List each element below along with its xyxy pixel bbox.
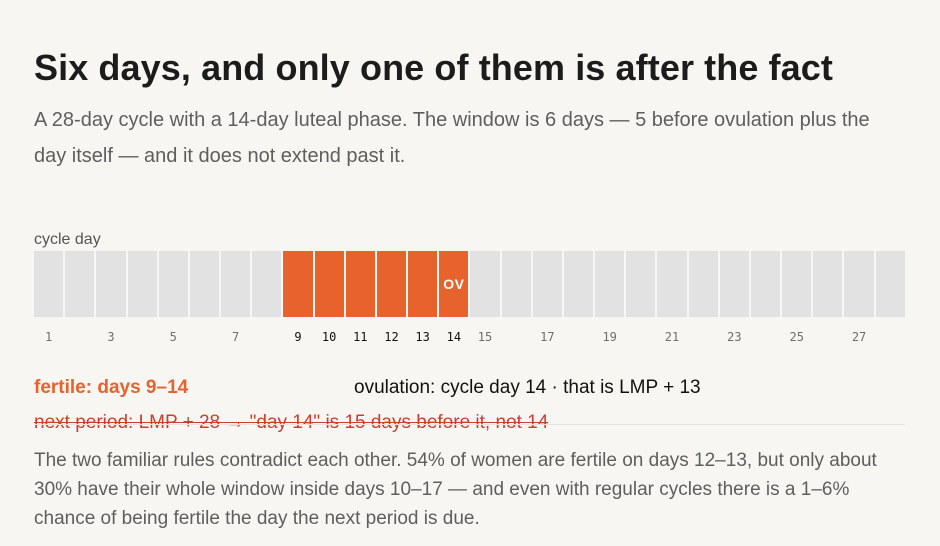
- fertile-day-cell: [345, 251, 375, 317]
- day-tick-label: 12: [384, 330, 399, 344]
- day-tick-label: [626, 330, 655, 348]
- day-tick-label: 23: [727, 330, 742, 344]
- day-cell: [501, 251, 531, 317]
- day-tick-label: [190, 330, 219, 348]
- day-cell: [189, 251, 220, 317]
- day-tick-label: 7: [232, 330, 240, 344]
- cycle-day-strip: OV: [34, 251, 905, 317]
- day-cell: [813, 251, 843, 317]
- day-cell: [626, 251, 656, 317]
- day-cell: [470, 251, 500, 317]
- day-tick-label: [876, 330, 905, 348]
- day-cell: [875, 251, 905, 317]
- day-cell: [782, 251, 812, 317]
- struck-rule-text: next period: LMP + 28 → "day 14" is 15 d…: [34, 412, 549, 433]
- day-tick-label: 10: [321, 330, 337, 344]
- day-tick-label: 13: [415, 330, 430, 344]
- fertile-window-label: fertile: days 9–14: [34, 377, 189, 398]
- day-cell: [158, 251, 188, 317]
- fertile-day-cell: [314, 251, 344, 317]
- day-tick-label: [751, 330, 780, 348]
- day-tick-label: 25: [789, 330, 804, 344]
- day-tick-label: 21: [664, 330, 680, 344]
- fertile-day-cell: OV: [439, 251, 469, 317]
- day-cell: [252, 251, 282, 317]
- fertile-day-cell: [283, 251, 313, 317]
- day-cell: [750, 251, 781, 317]
- day-cell: [127, 251, 157, 317]
- day-tick-label: 1: [44, 330, 53, 344]
- day-tick-label: 5: [169, 330, 177, 344]
- day-tick-label: 19: [602, 330, 617, 344]
- day-tick-label: [564, 330, 593, 348]
- cycle-day-ticks: 1 3 5 7 9 10 11 12 13 14 15 17 19 21 23 25 27: [34, 330, 905, 348]
- page-title: Six days, and only one of them is after …: [34, 47, 833, 88]
- day-tick-label: [252, 330, 281, 348]
- day-tick-label: 9: [294, 330, 302, 344]
- day-cell: [657, 251, 687, 317]
- day-cell: [34, 251, 64, 317]
- axis-label: cycle day: [34, 231, 101, 248]
- day-tick-label: 27: [851, 330, 867, 344]
- day-tick-label: 14: [446, 330, 462, 344]
- day-cell: [595, 251, 625, 317]
- divider: [34, 424, 905, 425]
- day-cell: [563, 251, 594, 317]
- explanatory-note: The two familiar rules contradict each o…: [34, 450, 877, 529]
- day-cell: [221, 251, 251, 317]
- day-tick-label: 3: [107, 330, 115, 344]
- day-tick-label: [128, 330, 157, 348]
- day-cell: [719, 251, 749, 317]
- page-subtitle: A 28-day cycle with a 14-day luteal phas…: [34, 109, 870, 167]
- day-tick-label: 11: [353, 330, 368, 344]
- day-tick-label: [502, 330, 531, 348]
- day-cell: [532, 251, 562, 317]
- day-tick-label: 15: [477, 330, 493, 344]
- ovulation-marker: OV: [443, 276, 465, 292]
- fertile-day-cell: [376, 251, 407, 317]
- day-tick-label: [65, 330, 94, 348]
- ovulation-label: ovulation: cycle day 14 · that is LMP + …: [354, 377, 701, 398]
- day-cell: [844, 251, 874, 317]
- day-tick-label: [813, 330, 842, 348]
- day-tick-label: [689, 330, 718, 348]
- day-tick-label: 17: [540, 330, 555, 344]
- day-cell: [96, 251, 126, 317]
- fertile-day-cell: [408, 251, 438, 317]
- day-cell: [65, 251, 95, 317]
- day-cell: [688, 251, 718, 317]
